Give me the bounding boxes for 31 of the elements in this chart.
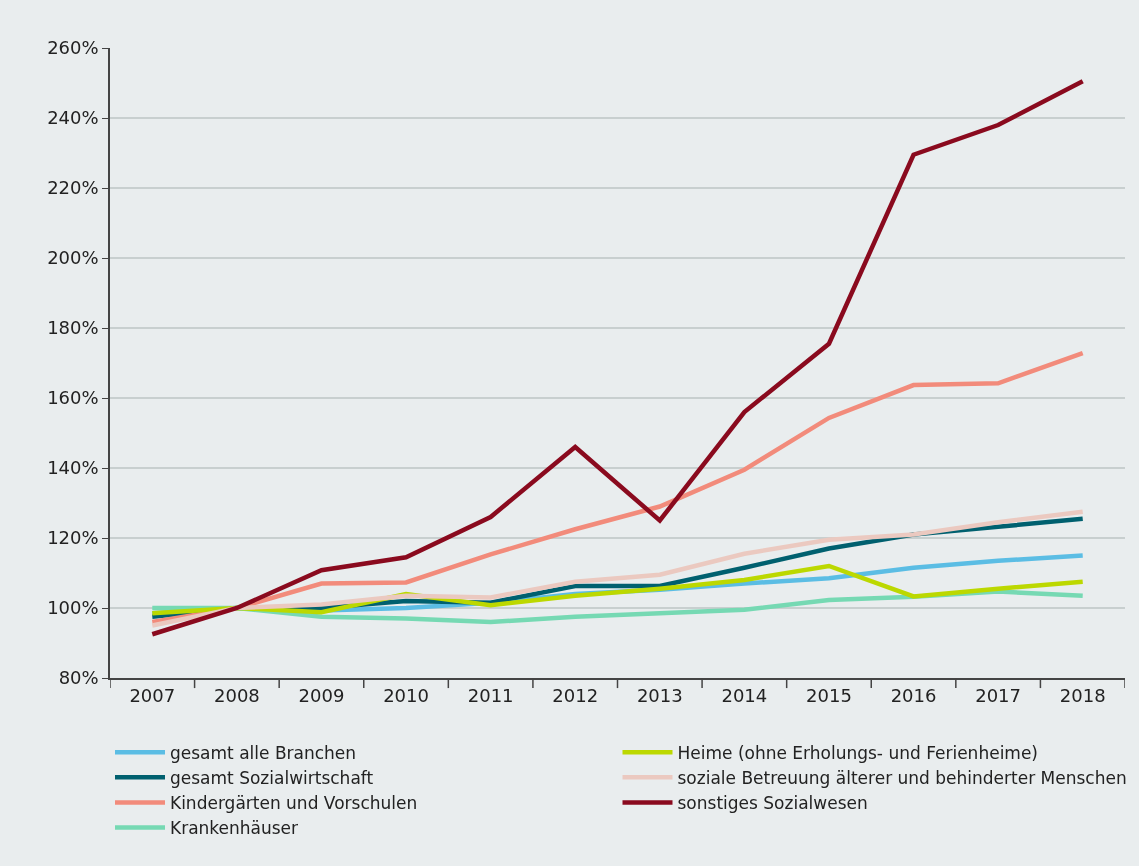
y-tick-label: 240% (47, 107, 99, 129)
y-tick-label: 100% (47, 597, 99, 619)
y-tick-label: 260% (47, 37, 99, 59)
x-tick-label: 2014 (721, 684, 768, 706)
y-tick-label: 220% (47, 177, 99, 199)
legend-label: Kindergärten und Vorschulen (170, 793, 418, 814)
line-series (150, 350, 1085, 625)
x-tick-label: 2011 (467, 684, 514, 706)
y-tick-label: 160% (47, 387, 99, 409)
y-tick-label: 120% (47, 527, 99, 549)
x-tick-label: 2007 (129, 684, 176, 706)
legend-label: soziale Betreuung älterer und behinderter Menschen (677, 767, 1127, 788)
y-tick-label: 180% (47, 317, 99, 339)
x-tick-label: 2015 (806, 684, 852, 706)
legend-label: sonstiges Sozialwesen (677, 793, 868, 814)
line-series (150, 79, 1085, 637)
x-tick-label: 2018 (1059, 684, 1106, 706)
x-tick-label: 2013 (636, 684, 683, 706)
x-tick-label: 2017 (975, 684, 1022, 706)
x-tick-label: 2016 (890, 684, 937, 706)
x-tick-label: 2010 (383, 684, 429, 706)
x-tick-label: 2008 (213, 684, 260, 706)
legend-label: gesamt Sozialwirtschaft (170, 767, 374, 788)
y-tick-label: 200% (47, 247, 99, 269)
x-tick-label: 2009 (298, 684, 345, 706)
y-tick-label: 140% (47, 457, 99, 479)
legend-label: gesamt alle Branchen (170, 742, 357, 763)
legend-label: Krankenhäuser (170, 818, 299, 839)
x-tick-label: 2012 (552, 684, 599, 706)
y-tick-label: 80% (58, 667, 99, 689)
legend-label: Heime (ohne Erholungs- und Ferienheime) (677, 742, 1039, 763)
